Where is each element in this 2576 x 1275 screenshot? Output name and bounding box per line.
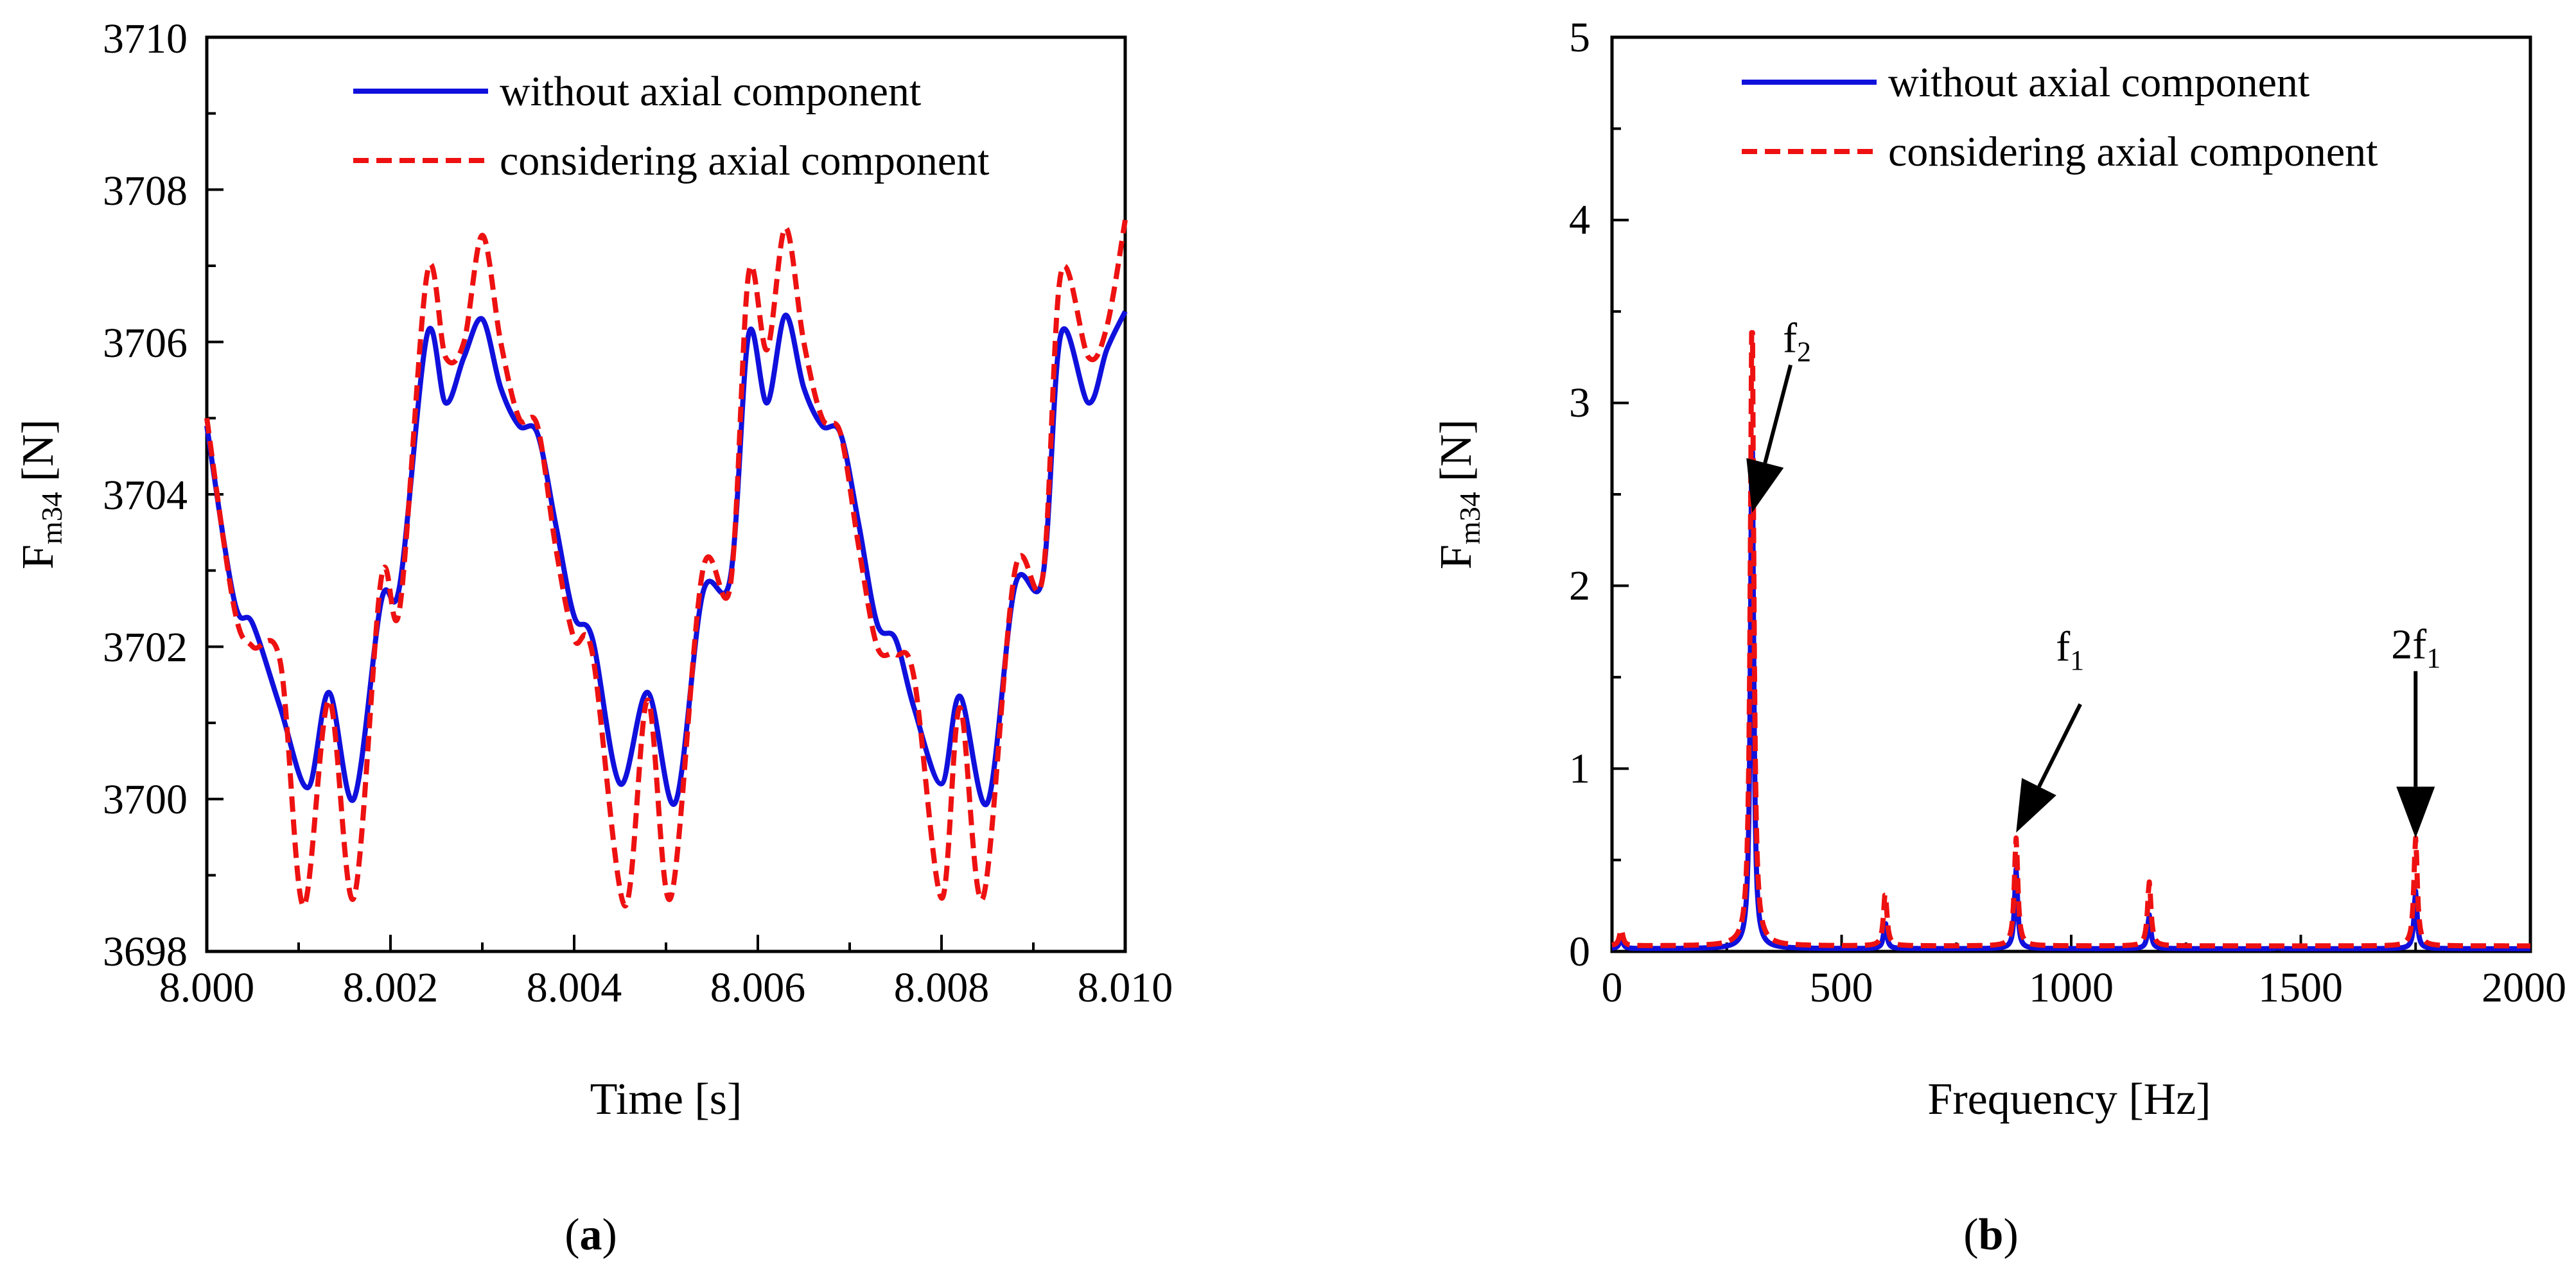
panel-b-y-tick-label: 0 — [1569, 928, 1590, 975]
panel-b-legend: without axial component considering axia… — [1742, 59, 2378, 175]
annotation-2f1-arrowhead — [2396, 786, 2435, 838]
panel-a-y-tick-label: 3700 — [103, 776, 188, 823]
panel-a-x-tick-label: 8.002 — [343, 964, 439, 1011]
panel-a-x-tick-label: 8.004 — [527, 964, 622, 1011]
svg-text:Fm34[N]: Fm34 [N] — [13, 419, 68, 569]
panel-a-caption: (a) — [565, 1210, 617, 1260]
panel-a-y-tick-label: 3702 — [103, 624, 188, 671]
panel-a-y-axis-sub: m34 — [35, 492, 68, 544]
svg-text:Fm34[N]: Fm34 [N] — [1432, 419, 1486, 569]
panel-a-x-tick-label: 8.010 — [1078, 964, 1173, 1011]
panel-b-caption: (b) — [1963, 1210, 2019, 1260]
series-without-axial-line — [1610, 449, 2532, 951]
annotation-f2-arrowhead — [1746, 458, 1784, 513]
annotation-2f1-label: 2f1 — [2391, 621, 2440, 673]
panel-b-y-tick-label: 5 — [1569, 14, 1590, 61]
panel-b-series — [1610, 330, 2532, 951]
panel-a-y-tick-label: 3706 — [103, 320, 188, 367]
annotation-f2-arrow-shaft — [1763, 364, 1792, 464]
annotation-f2-sub: 2 — [1797, 336, 1811, 367]
panel-b-x-tick-label: 1500 — [2258, 964, 2343, 1011]
panel-b-x-tick-labels: 0 500 1000 1500 2000 — [1602, 964, 2567, 1011]
legend-label-considering: considering axial component — [1888, 128, 2378, 175]
annotation-f1-arrow-shaft — [2037, 703, 2082, 788]
legend-label-without: without axial component — [1888, 59, 2309, 106]
annotation-2f1-main: 2f — [2391, 621, 2426, 668]
panel-b-y-tick-label: 1 — [1569, 745, 1590, 792]
panel-a-caption-letter: a — [580, 1210, 602, 1260]
panel-b-x-tick-label: 0 — [1602, 964, 1623, 1011]
panel-b-y-tick-label: 3 — [1569, 379, 1590, 426]
panel-a-y-axis-title: Fm34 [N] — [13, 419, 68, 569]
panel-b-y-axis-sub: m34 — [1453, 492, 1486, 544]
annotation-f2-label: f2 — [1783, 315, 1811, 367]
panel-b-y-tick-label: 4 — [1569, 196, 1590, 243]
series-considering-axial-line — [1610, 330, 2532, 949]
panel-a-x-tick-label: 8.008 — [894, 964, 990, 1011]
series-considering-axial-line — [204, 220, 1128, 908]
legend-label-without: without axial component — [500, 68, 921, 115]
annotation-f1-sub: 1 — [2070, 645, 2084, 676]
panel-a-series — [204, 220, 1128, 908]
panel-a-x-axis-title: Time [s] — [590, 1075, 742, 1124]
panel-b-annotations: f2 f1 2f1 — [1746, 315, 2440, 838]
panel-b-y-axis-title: Fm34 [N] — [1432, 419, 1486, 569]
panel-b-x-tick-label: 2000 — [2482, 964, 2566, 1011]
panel-b-y-axis-unit: [N] — [1432, 419, 1481, 481]
panel-a-x-tick-label: 8.000 — [159, 964, 255, 1011]
annotation-2f1-sub: 1 — [2426, 642, 2440, 673]
series-without-axial-line — [204, 310, 1128, 808]
panel-b-y-tick-label: 2 — [1569, 562, 1590, 609]
panel-a-y-tick-label: 3710 — [103, 15, 188, 62]
panel-b-x-tick-label: 500 — [1810, 964, 1873, 1011]
panel-a-x-tick-label: 8.006 — [710, 964, 806, 1011]
panel-a-y-tick-label: 3708 — [103, 168, 188, 214]
panel-b-y-axis-main: F — [1432, 544, 1481, 569]
panel-b-y-tick-labels: 0 1 2 3 4 5 — [1569, 14, 1590, 975]
panel-a-y-axis-unit: [N] — [13, 419, 63, 481]
annotation-f2-main: f — [1783, 315, 1797, 361]
panel-b-x-axis-title: Frequency [Hz] — [1927, 1075, 2211, 1124]
panel-a: 8.000 8.002 8.004 8.006 8.008 8.010 3698… — [13, 15, 1173, 1260]
panel-a-y-tick-label: 3704 — [103, 472, 188, 519]
panel-b-caption-letter: b — [1979, 1210, 2004, 1260]
panel-a-legend: without axial component considering axia… — [353, 68, 989, 184]
panel-a-y-tick-labels: 3698 3700 3702 3704 3706 3708 3710 — [103, 15, 188, 975]
legend-label-considering: considering axial component — [500, 137, 989, 184]
annotation-f1-label: f1 — [2056, 623, 2084, 676]
panel-b-x-tick-label: 1000 — [2029, 964, 2114, 1011]
annotation-f1-main: f — [2056, 623, 2070, 670]
panel-a-y-tick-label: 3698 — [103, 928, 188, 975]
panel-b: 0 500 1000 1500 2000 0 1 2 3 4 5 Frequen… — [1432, 14, 2566, 1260]
panel-a-y-axis-main: F — [13, 544, 63, 569]
panel-a-x-tick-labels: 8.000 8.002 8.004 8.006 8.008 8.010 — [159, 964, 1173, 1011]
annotation-f1-arrowhead — [2016, 777, 2056, 833]
